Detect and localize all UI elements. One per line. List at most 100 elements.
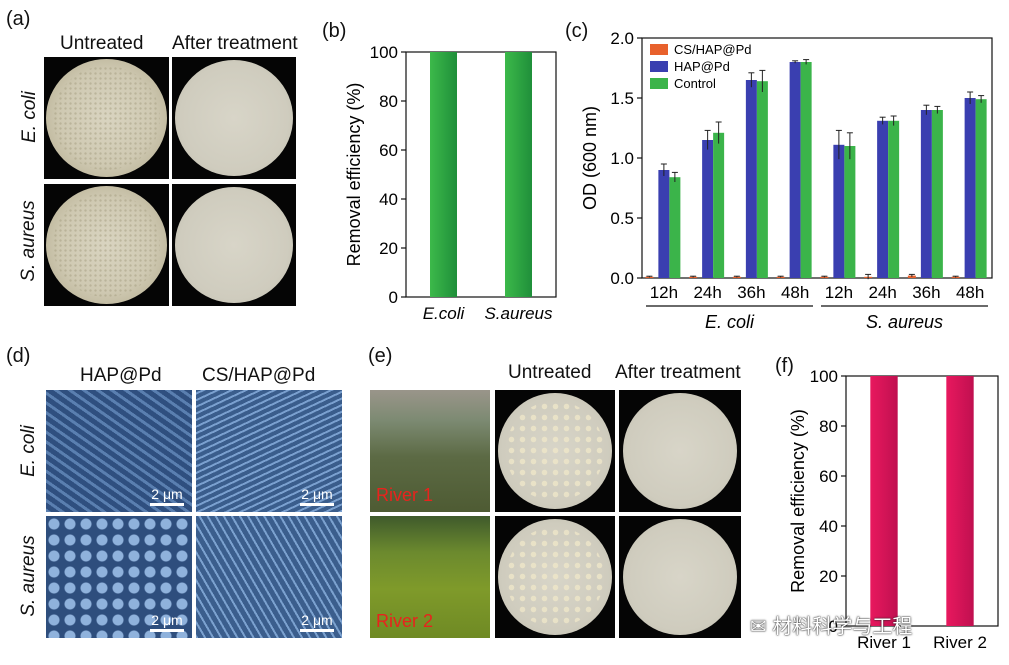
- legend-label: Control: [674, 76, 716, 91]
- dish-river1-treated: [619, 390, 741, 512]
- panel-b-label: (b): [322, 20, 347, 42]
- dish-saureus-treated: [172, 184, 296, 306]
- watermark: ✉ 材料科学与工程: [750, 610, 912, 639]
- panel-f-label: (f): [775, 355, 794, 377]
- y-tick-label: 40: [379, 190, 398, 209]
- x-tick-label: 36h: [912, 283, 940, 302]
- panel-d-label: (d): [6, 345, 31, 367]
- panel-a-row-ecoli: E. coli: [19, 91, 40, 143]
- x-tick-label: E.coli: [423, 304, 466, 323]
- sem-saureus-cshap: 2 μm: [196, 516, 342, 638]
- river-2-photo: River 2: [370, 516, 490, 638]
- y-tick-label: 20: [819, 567, 838, 586]
- sem-saureus-hap: 2 μm: [46, 516, 192, 638]
- x-tick-label: 48h: [956, 283, 984, 302]
- y-tick-label: 1.5: [610, 89, 634, 108]
- y-tick-label: 0.5: [610, 209, 634, 228]
- plot-frame: [845, 375, 999, 627]
- legend-label: CS/HAP@Pd: [674, 42, 752, 57]
- bar: [702, 140, 714, 278]
- panel-a-col-after: After treatment: [172, 33, 298, 54]
- legend-label: HAP@Pd: [674, 59, 730, 74]
- x-tick-label: 12h: [825, 283, 853, 302]
- panel-d-col-cshap: CS/HAP@Pd: [202, 365, 316, 386]
- bar: [844, 146, 856, 278]
- bar: [745, 80, 757, 278]
- y-tick-label: 100: [810, 367, 838, 386]
- bar: [713, 132, 725, 278]
- wechat-icon: ✉: [750, 616, 767, 638]
- plot-frame: [405, 51, 557, 298]
- x-tick-label: 24h: [693, 283, 721, 302]
- panel-d-col-hap: HAP@Pd: [80, 365, 162, 386]
- sem-ecoli-hap: 2 μm: [46, 390, 192, 512]
- y-tick-label: 80: [819, 417, 838, 436]
- panel-d-row-ecoli: E. coli: [18, 425, 39, 477]
- bar: [789, 62, 801, 278]
- chart-b: 0 20 40 60 80 100 E.coli S.aureus Removal effici…: [344, 43, 557, 323]
- x-tick-label: 36h: [737, 283, 765, 302]
- dish-ecoli-untreated: [44, 57, 169, 179]
- scale-bar-label: 2 μm: [151, 612, 183, 628]
- bar: [888, 120, 900, 278]
- y-axis-label: OD (600 nm): [580, 106, 600, 210]
- x-tick-label: 24h: [868, 283, 896, 302]
- group-label: S. aureus: [866, 312, 943, 332]
- bar: [800, 62, 812, 278]
- chart-c: 0.0 0.5 1.0 1.5 2.0 OD (600 nm) 12h 24h 36h 48h 12…: [580, 29, 993, 332]
- river-1-photo: River 1: [370, 390, 490, 512]
- y-tick-label: 40: [819, 517, 838, 536]
- y-tick-label: 60: [379, 141, 398, 160]
- panel-e-col-untreated: Untreated: [508, 362, 592, 383]
- x-tick-label: 12h: [650, 283, 678, 302]
- panel-e-label: (e): [368, 345, 393, 367]
- watermark-text: 材料科学与工程: [772, 616, 913, 638]
- scale-bar-label: 2 μm: [151, 486, 183, 502]
- legend-swatch: [650, 78, 668, 89]
- dish-ecoli-treated: [172, 57, 296, 179]
- bar: [931, 110, 943, 278]
- x-tick-label: 48h: [781, 283, 809, 302]
- dish-river2-untreated: [495, 516, 615, 638]
- legend-swatch: [650, 61, 668, 72]
- chart-f: 0 20 40 60 80 100 River 1 River 2 Removal effici…: [788, 367, 999, 652]
- bar: [920, 110, 932, 278]
- y-tick-label: 0: [829, 617, 838, 636]
- y-tick-label: 0: [389, 288, 398, 307]
- bar: [975, 99, 987, 278]
- y-tick-label: 80: [379, 92, 398, 111]
- river-1-label: River 1: [376, 485, 434, 505]
- y-tick-label: 0.0: [610, 269, 634, 288]
- dish-river2-treated: [619, 516, 741, 638]
- bar: [964, 98, 976, 278]
- panel-d-row-saureus: S. aureus: [18, 535, 39, 617]
- y-tick-label: 60: [819, 467, 838, 486]
- scale-bar-label: 2 μm: [301, 486, 333, 502]
- x-tick-label: River 1: [857, 633, 911, 652]
- y-tick-label: 2.0: [610, 29, 634, 48]
- y-axis-label: Removal efficiency (%): [344, 83, 364, 267]
- panel-c-label: (c): [565, 20, 589, 42]
- panel-e-col-after: After treatment: [615, 362, 741, 383]
- panel-a-col-untreated: Untreated: [60, 33, 144, 54]
- bar: [833, 144, 845, 278]
- legend-swatch: [650, 44, 668, 55]
- scale-bar-label: 2 μm: [301, 612, 333, 628]
- y-tick-label: 20: [379, 239, 398, 258]
- x-tick-label: River 2: [933, 633, 987, 652]
- sem-ecoli-cshap: 2 μm: [196, 390, 342, 512]
- river-2-label: River 2: [376, 611, 434, 631]
- bar: [870, 376, 898, 626]
- bar: [756, 81, 768, 278]
- panel-a-row-saureus: S. aureus: [18, 200, 39, 282]
- group-label: E. coli: [705, 312, 755, 332]
- bar: [430, 52, 457, 297]
- y-tick-label: 100: [370, 43, 398, 62]
- dish-saureus-untreated: [44, 184, 169, 306]
- panel-a-label: (a): [6, 8, 31, 30]
- bar: [946, 376, 974, 626]
- bar: [505, 52, 532, 297]
- bar: [669, 177, 681, 278]
- dish-river1-untreated: [495, 390, 615, 512]
- bar: [658, 170, 670, 278]
